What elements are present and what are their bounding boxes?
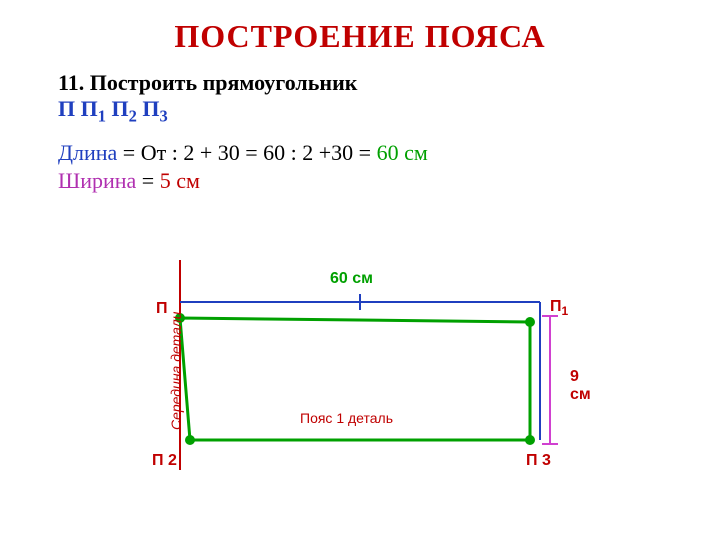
width-line: Ширина = 5 см [58,168,200,194]
length-line: Длина = От : 2 + 30 = 60 : 2 +30 = 60 см [58,140,428,166]
label-P1: П1 [550,298,568,318]
dot-P1 [525,317,535,327]
dot-P3 [525,435,535,445]
label-seredina: Середина детали [168,312,184,430]
step-points: П П1 П2 П3 [58,96,168,126]
page-title: ПОСТРОЕНИЕ ПОЯСА [0,18,720,55]
step-line-1: 11. Построить прямоугольник [58,70,357,96]
length-label: Длина [58,140,117,165]
label-caption: Пояс 1 деталь [300,410,393,426]
width-result: 5 см [160,168,200,193]
label-P3: П 3 [526,452,551,470]
point-P3: П3 [142,96,167,121]
point-P: П [58,96,75,121]
label-P2: П 2 [152,452,177,470]
point-P2: П2 [112,96,137,121]
label-9cm: 9 см [570,368,600,404]
width-label: Ширина [58,168,136,193]
length-result: 60 см [377,140,428,165]
step-text: Построить прямоугольник [90,70,358,95]
label-P: П [156,300,168,318]
width-eq: = [142,168,154,193]
dot-P2 [185,435,195,445]
step-number: 11. [58,70,84,95]
length-formula: = От : 2 + 30 = 60 : 2 +30 = [123,140,371,165]
point-P1: П1 [81,96,106,121]
diagram-area: 60 см 9 см Пояс 1 деталь П П1 П 2 П 3 Се… [120,260,600,490]
label-60cm: 60 см [330,270,373,288]
